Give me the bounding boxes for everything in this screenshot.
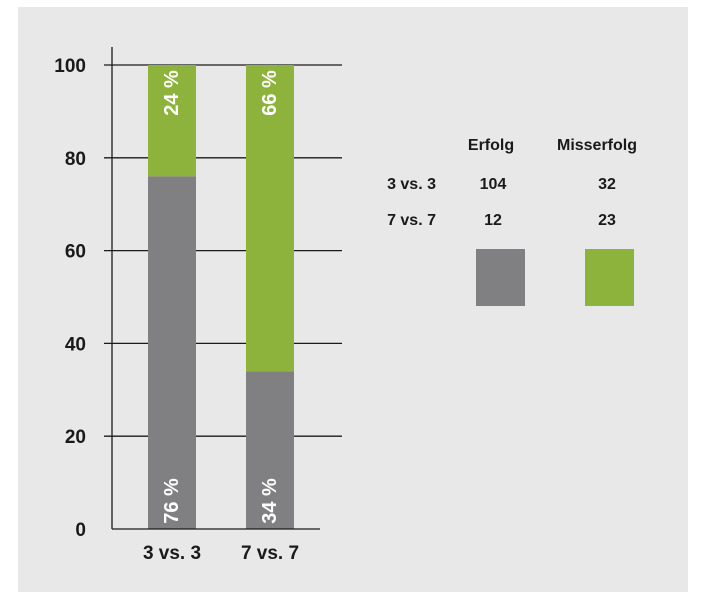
bar-segment-misserfolg: [246, 65, 294, 372]
x-category-label: 3 vs. 3: [143, 543, 201, 564]
legend-cell-value: 32: [598, 176, 616, 193]
y-tick-label: 100: [54, 56, 86, 77]
legend-cell-value: 104: [480, 176, 507, 193]
bar-value-label: 76 %: [161, 478, 183, 524]
x-category-label: 7 vs. 7: [241, 543, 299, 564]
legend-column-header: Misserfolg: [557, 137, 637, 154]
bar-value-label: 34 %: [259, 478, 281, 524]
y-tick-label: 20: [65, 427, 86, 448]
legend-cell-value: 23: [598, 212, 616, 229]
legend-column-header: Erfolg: [468, 137, 514, 154]
legend-cell-value: 12: [484, 212, 502, 229]
bar-segment-erfolg: [246, 371, 294, 529]
legend-row-label: 3 vs. 3: [387, 176, 436, 193]
y-tick-label: 80: [65, 149, 86, 170]
chart-panel: [18, 7, 688, 592]
legend-row-label: 7 vs. 7: [387, 212, 436, 229]
y-tick-label: 40: [65, 334, 86, 355]
bar-segment-erfolg: [148, 176, 196, 530]
legend-swatch-erfolg: [476, 249, 525, 306]
y-tick-label: 60: [65, 242, 86, 263]
bar-value-label: 66 %: [259, 70, 281, 116]
legend-swatch-misserfolg: [585, 249, 634, 306]
bar-segment-misserfolg: [148, 65, 196, 177]
bar-value-label: 24 %: [161, 70, 183, 116]
y-tick-label: 0: [75, 520, 86, 541]
